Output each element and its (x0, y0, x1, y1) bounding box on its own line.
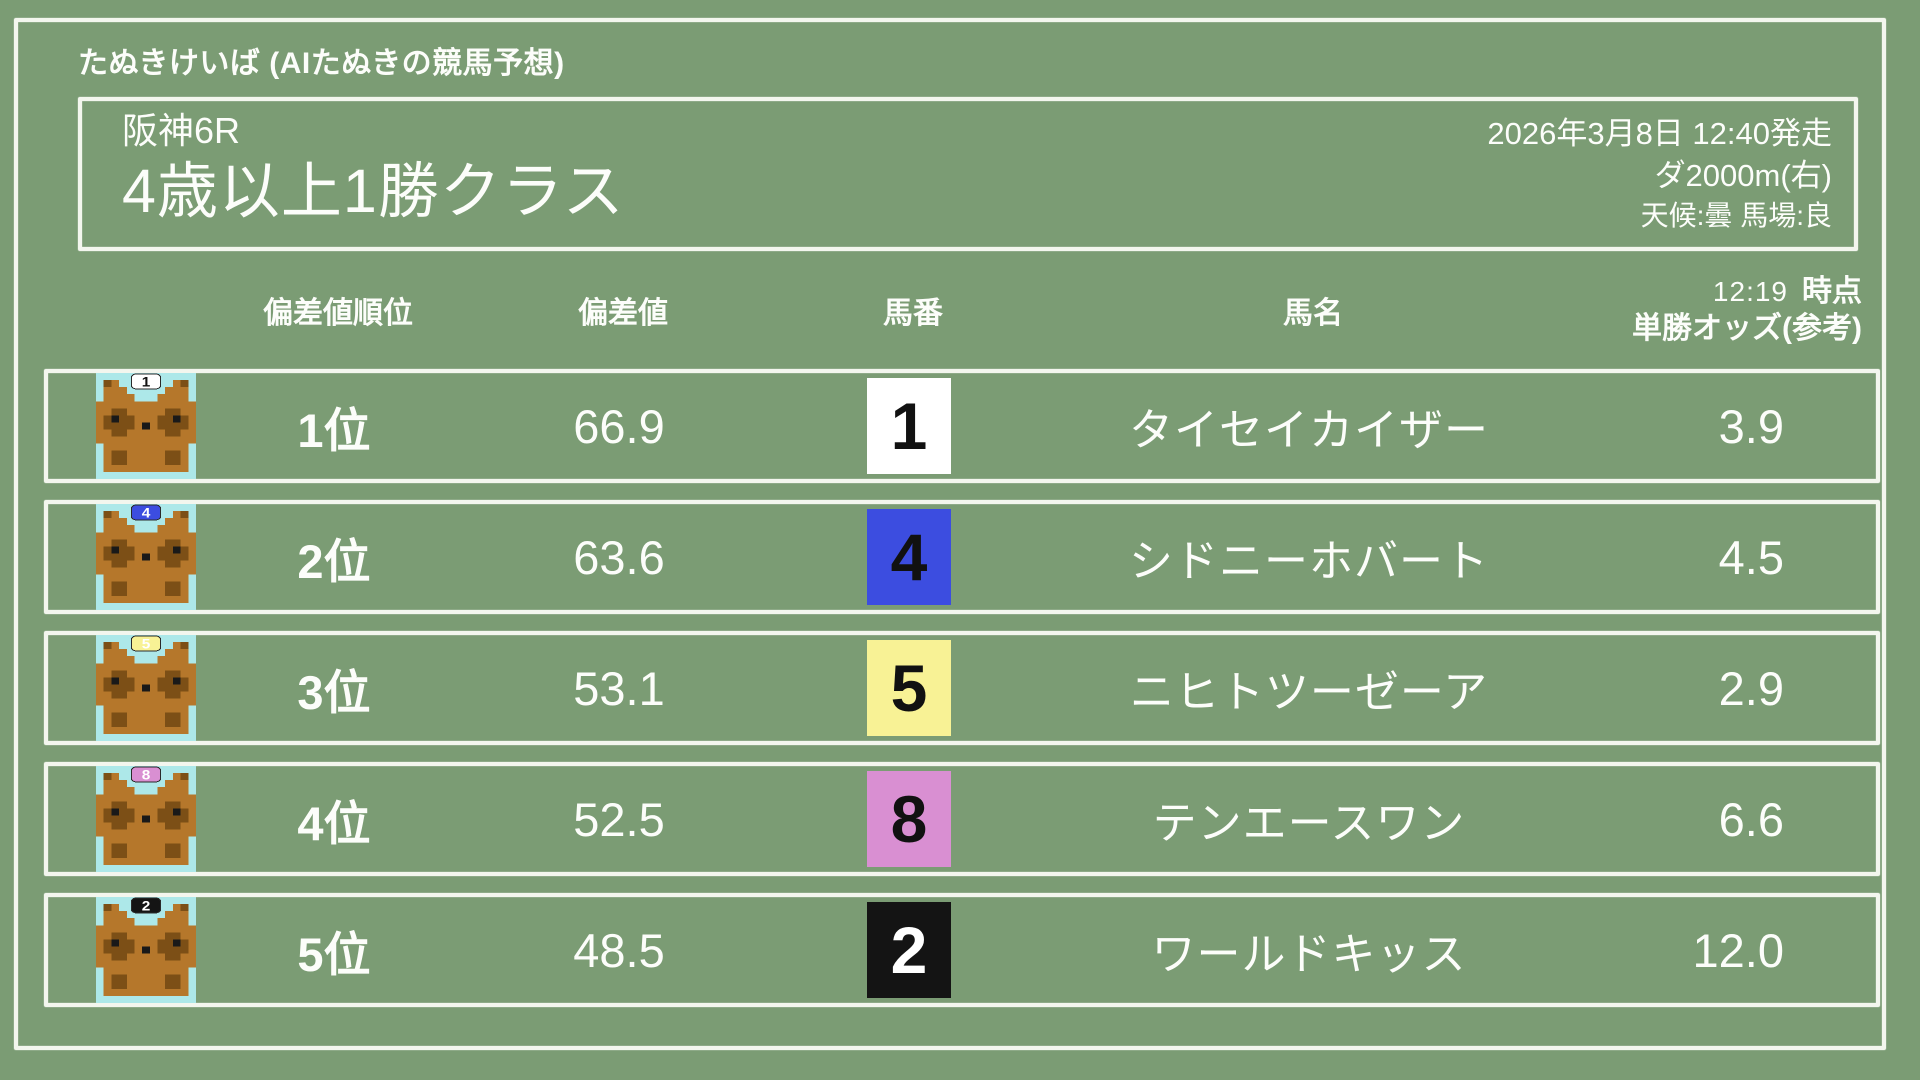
header-odds-line1: 12:19 時点 (1588, 273, 1862, 311)
number-cell: 1 (784, 378, 1034, 474)
rank-value: 4位 (297, 796, 371, 850)
tanuki-icon: 5 (96, 635, 196, 741)
tanuki-icon: 2 (96, 897, 196, 1003)
rank-value: 3位 (297, 665, 371, 719)
header-odds: 12:19 時点 単勝オッズ(参考) (1588, 273, 1876, 348)
race-venue: 阪神6R (122, 110, 241, 151)
horse-name: ニヒトツーゼーア (1129, 668, 1489, 717)
odds-timestamp-suffix: 時点 (1802, 274, 1862, 308)
header-rank: 偏差値順位 (263, 297, 413, 330)
tanuki-icon: 4 (96, 504, 196, 610)
number-cell: 2 (784, 902, 1034, 998)
race-info-right: 2026年3月8日 12:40発走 ダ2000m(右) 天候:曇 馬場:良 (1487, 107, 1832, 241)
horse-number-badge: 5 (867, 640, 951, 736)
score-value: 53.1 (573, 661, 665, 715)
race-info-box: 阪神6R 4歳以上1勝クラス 2026年3月8日 12:40発走 ダ2000m(… (78, 97, 1858, 251)
table-row: 2 5位 48.5 2 ワールドキッス 12.0 (44, 893, 1880, 1007)
score-value: 66.9 (573, 399, 665, 453)
odds-value: 4.5 (1718, 530, 1784, 584)
odds-value: 3.9 (1718, 399, 1784, 453)
table-row: 1 1位 66.9 1 タイセイカイザー 3.9 (44, 369, 1880, 483)
header-score: 偏差値 (578, 297, 668, 330)
odds-timestamp: 12:19 (1712, 275, 1788, 307)
horse-name: タイセイカイザー (1129, 406, 1489, 455)
header-name: 馬名 (1283, 297, 1343, 330)
horse-name: ワールドキッス (1151, 930, 1467, 979)
race-conditions: 天候:曇 馬場:良 (1640, 199, 1832, 231)
race-course: ダ2000m(右) (1654, 157, 1832, 193)
svg-text:5: 5 (142, 637, 151, 652)
header-number: 馬番 (883, 297, 943, 330)
icon-cell: 4 (48, 504, 214, 610)
race-title: 4歳以上1勝クラス (122, 156, 625, 225)
horse-name: テンエースワン (1152, 799, 1466, 848)
number-cell: 8 (784, 771, 1034, 867)
tanuki-icon: 8 (96, 766, 196, 872)
table-header-row: 偏差値順位 偏差値 馬番 馬名 12:19 時点 単勝オッズ(参考) (48, 251, 1876, 369)
rank-value: 5位 (297, 927, 371, 981)
chalkboard-frame: たぬきけいば (AIたぬきの競馬予想) 阪神6R 4歳以上1勝クラス 2026年… (14, 18, 1886, 1050)
prediction-rows: 1 1位 66.9 1 タイセイカイザー 3.9 4 2位 63.6 4 シドニ… (44, 369, 1880, 1007)
svg-text:4: 4 (142, 506, 151, 521)
horse-number-badge: 2 (867, 902, 951, 998)
table-row: 4 2位 63.6 4 シドニーホバート 4.5 (44, 500, 1880, 614)
icon-cell: 5 (48, 635, 214, 741)
svg-text:2: 2 (142, 899, 151, 914)
icon-cell: 2 (48, 897, 214, 1003)
race-start-datetime: 2026年3月8日 12:40発走 (1487, 116, 1832, 151)
table-row: 5 3位 53.1 5 ニヒトツーゼーア 2.9 (44, 631, 1880, 745)
horse-number-badge: 4 (867, 509, 951, 605)
number-cell: 5 (784, 640, 1034, 736)
odds-value: 12.0 (1692, 923, 1784, 977)
tanuki-icon: 1 (96, 373, 196, 479)
race-info-left: 阪神6R 4歳以上1勝クラス (122, 107, 625, 241)
score-value: 52.5 (573, 792, 665, 846)
svg-text:8: 8 (142, 768, 151, 783)
rank-value: 1位 (297, 403, 371, 457)
app-title: たぬきけいば (AIたぬきの競馬予想) (78, 47, 565, 80)
header-odds-label: 単勝オッズ(参考) (1632, 312, 1862, 345)
horse-number-badge: 8 (867, 771, 951, 867)
icon-cell: 8 (48, 766, 214, 872)
table-row: 8 4位 52.5 8 テンエースワン 6.6 (44, 762, 1880, 876)
number-cell: 4 (784, 509, 1034, 605)
score-value: 63.6 (573, 530, 665, 584)
horse-number-badge: 1 (867, 378, 951, 474)
score-value: 48.5 (573, 923, 665, 977)
horse-name: シドニーホバート (1129, 537, 1489, 586)
odds-value: 6.6 (1718, 792, 1784, 846)
odds-value: 2.9 (1718, 661, 1784, 715)
icon-cell: 1 (48, 373, 214, 479)
rank-value: 2位 (297, 534, 371, 588)
svg-text:1: 1 (142, 375, 151, 390)
